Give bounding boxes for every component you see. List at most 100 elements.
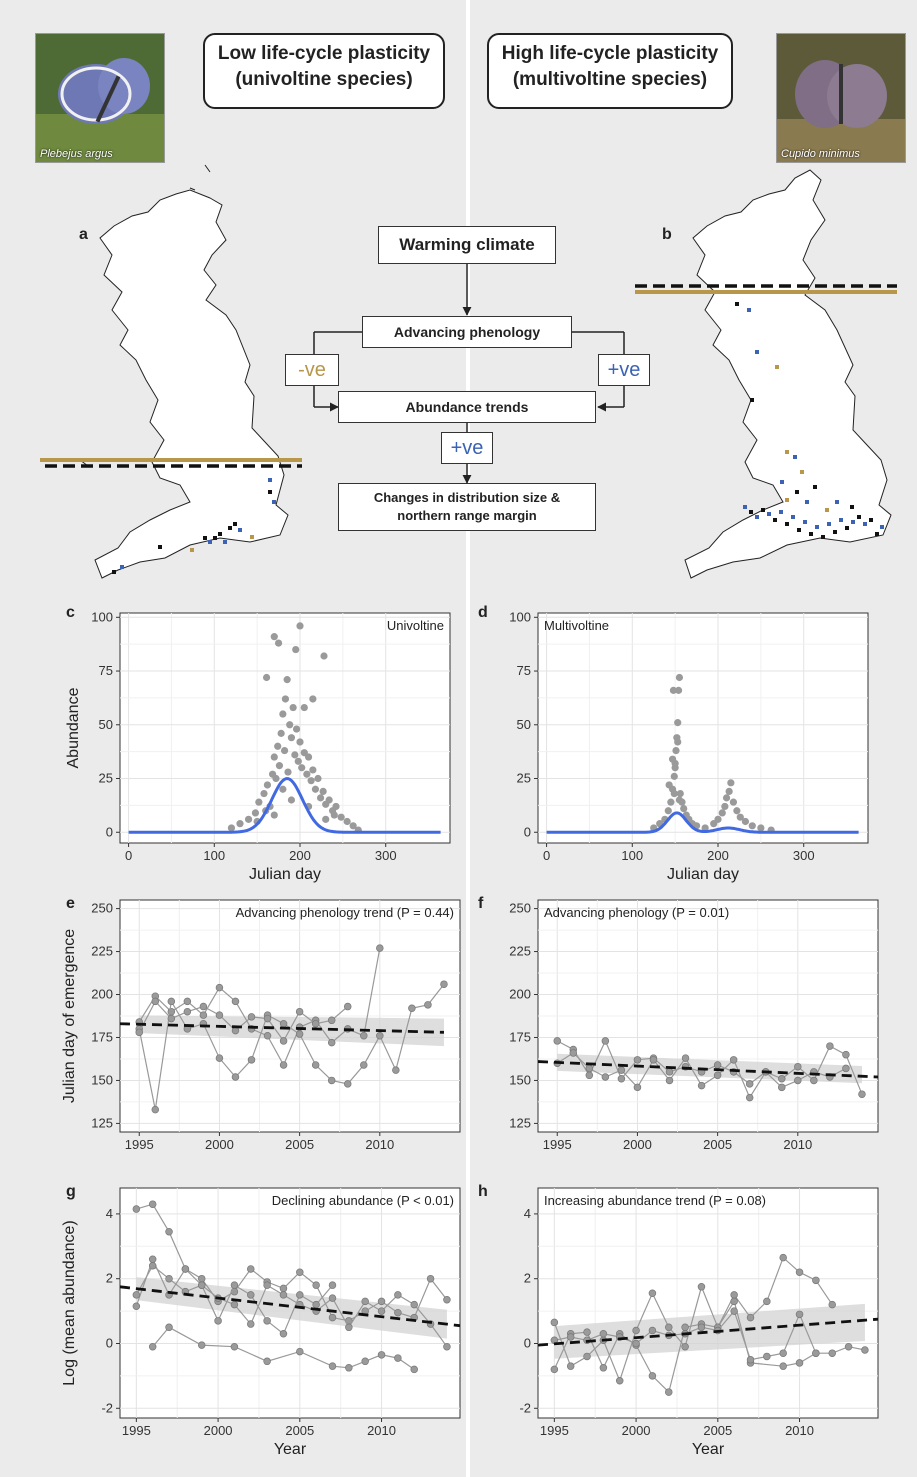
data-point: [298, 764, 306, 772]
series-point: [376, 1032, 384, 1040]
data-point: [314, 774, 322, 783]
series-point: [569, 1049, 578, 1057]
series-point: [842, 1064, 850, 1073]
abundance-trends-box: Abundance trends: [338, 391, 596, 423]
series-point: [311, 1019, 320, 1028]
series-point: [360, 1061, 368, 1069]
panel-label-e: e: [66, 895, 75, 912]
data-point: [343, 817, 351, 826]
series-point: [730, 1291, 738, 1299]
y-tick-label: 0: [524, 824, 531, 839]
series-point: [795, 1268, 804, 1276]
series-point: [665, 1068, 674, 1076]
plot-area: [537, 612, 869, 844]
data-point: [748, 822, 756, 830]
series-point: [279, 1284, 288, 1293]
data-point: [729, 798, 738, 806]
y-tick-label: 25: [517, 771, 531, 786]
y-tick-label: 50: [99, 717, 113, 732]
series-point: [328, 1313, 337, 1322]
trend-line: [537, 1060, 879, 1079]
data-point: [670, 789, 678, 798]
data-point: [309, 695, 317, 703]
series-point: [263, 1357, 271, 1366]
series-point: [165, 1274, 173, 1283]
series-point: [763, 1352, 771, 1361]
series-point: [566, 1362, 575, 1370]
series-point: [183, 997, 192, 1006]
series-point: [247, 1265, 255, 1273]
negative-effect-tag: -ve: [285, 354, 339, 386]
series-point: [327, 1076, 336, 1085]
data-point: [263, 781, 272, 789]
series-point: [327, 1038, 336, 1047]
series-point: [135, 1028, 143, 1037]
map-b: [635, 169, 897, 579]
series-point: [778, 1083, 786, 1092]
series-point: [648, 1372, 657, 1380]
chart-e-emergence-univoltine: 1995 2000 2005 2010 125 150 175 200 225 250 Julian…: [61, 899, 461, 1152]
chart-f-emergence-multivoltine: 1995 2000 2005 2010 125 150 175 200 225 250 Advanc…: [509, 899, 879, 1152]
data-point: [668, 755, 677, 763]
y-tick-label: 150: [91, 1072, 113, 1087]
data-point: [349, 822, 357, 830]
data-point: [670, 772, 678, 780]
x-tick-label: 100: [621, 848, 643, 863]
x-axis-label: Julian day: [667, 866, 739, 883]
series-point: [247, 1320, 255, 1328]
chart-annotation: Declining abundance (P < 0.01): [272, 1193, 454, 1208]
data-point: [270, 811, 278, 819]
chart-d-abundance-multivoltine: 0 100 200 300 0 25 50 75 100 Julian day Multivolti…: [509, 609, 869, 883]
y-tick-label: 225: [91, 944, 113, 959]
data-point: [275, 762, 284, 770]
y-tick-label: 0: [106, 1335, 113, 1350]
data-point: [721, 802, 729, 811]
gb-outline-b: [684, 169, 892, 579]
x-tick-label: 2010: [365, 1137, 394, 1152]
series-point: [553, 1037, 561, 1045]
series-point: [377, 1351, 386, 1359]
butterfly-image-right: [777, 34, 905, 162]
x-tick-label: 1995: [125, 1137, 154, 1152]
low-plasticity-line1: Low life-cycle plasticity: [217, 43, 431, 64]
series-point: [361, 1297, 369, 1306]
data-point: [669, 686, 678, 694]
series-point: [599, 1364, 608, 1372]
series-point: [778, 1074, 786, 1083]
data-point: [281, 695, 290, 703]
butterfly-image-left: [36, 34, 164, 162]
series-point: [279, 1061, 288, 1069]
series-point: [649, 1056, 658, 1064]
data-point: [722, 794, 731, 802]
series-point: [279, 1019, 288, 1028]
data-point: [272, 774, 280, 783]
series-point: [566, 1333, 575, 1341]
series-point: [713, 1071, 722, 1080]
series-point: [697, 1323, 706, 1332]
low-plasticity-line2: (univoltine species): [235, 69, 413, 90]
data-point: [714, 815, 722, 823]
butterfly-photo-right: Cupido minimus: [776, 33, 906, 163]
data-point: [270, 753, 278, 761]
y-tick-label: 75: [99, 663, 113, 678]
series-point: [263, 1014, 272, 1023]
x-axis-label: Year: [692, 1441, 725, 1458]
data-point: [279, 785, 287, 793]
series-point: [231, 997, 240, 1006]
y-tick-label: 0: [106, 824, 113, 839]
series-point: [826, 1042, 834, 1050]
series-point: [410, 1300, 418, 1309]
data-point: [260, 789, 268, 798]
series-point: [199, 1002, 208, 1011]
y-tick-label: 4: [106, 1206, 113, 1221]
series-point: [199, 1011, 208, 1019]
y-tick-label: 200: [509, 987, 531, 1002]
x-tick-label: 100: [203, 848, 225, 863]
panel-label-d: d: [478, 604, 488, 621]
series-point: [148, 1200, 157, 1208]
trend-line: [537, 1317, 879, 1347]
series-point: [296, 1268, 304, 1276]
series-point: [858, 1090, 866, 1098]
panel-label-c: c: [66, 604, 75, 621]
series-point: [443, 1296, 451, 1304]
